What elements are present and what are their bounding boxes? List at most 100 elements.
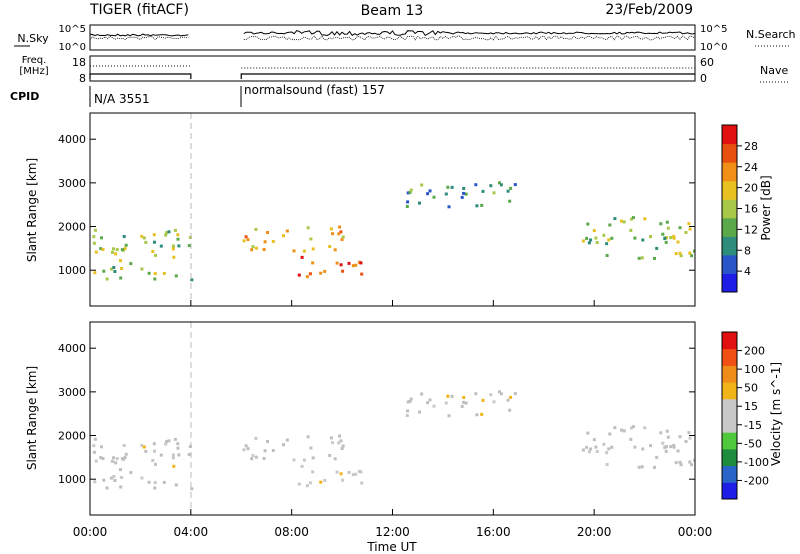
- velocity-cell: [162, 480, 166, 484]
- power-cell: [688, 251, 692, 255]
- velocity-cell: [641, 447, 645, 451]
- colorbar-tick-label: -50: [744, 437, 762, 450]
- velocity-cell: [254, 455, 258, 459]
- velocity-cell: [242, 448, 246, 452]
- power-colorbar: 4 8 12 16 20 24 28 Power [dB]: [721, 124, 773, 293]
- velocity-cell: [331, 441, 334, 445]
- velocity-cell: [678, 460, 682, 464]
- power-cell: [92, 241, 96, 245]
- power-cell: [462, 187, 466, 190]
- nsky-panel: N.Sky 10^5 10^0 10^5 10^0 N.Search: [14, 24, 796, 53]
- power-cell: [159, 244, 163, 248]
- cpid-label: CPID: [10, 90, 39, 103]
- colorbar-segment: [722, 199, 737, 219]
- power-cell: [664, 240, 668, 244]
- power-cell: [629, 217, 633, 221]
- velocity-cell: [119, 485, 123, 489]
- power-cell: [93, 228, 97, 232]
- velocity-cell: [432, 404, 436, 408]
- velocity-cell: [589, 447, 593, 451]
- power-cell: [506, 189, 510, 193]
- power-cell: [418, 201, 421, 205]
- power-cell: [585, 236, 589, 240]
- power-cell: [335, 261, 339, 265]
- power-cell: [177, 244, 181, 248]
- power-cell: [153, 240, 156, 244]
- velocity-cell: [142, 445, 146, 449]
- velocity-cell: [153, 481, 157, 485]
- power-cell: [176, 233, 180, 237]
- velocity-cell: [406, 409, 410, 413]
- velocity-cell: [406, 400, 410, 404]
- colorbar-tick-label: 24: [744, 161, 758, 174]
- power-cell: [360, 272, 364, 276]
- velocity-cell: [481, 398, 485, 402]
- xaxis-label: Time UT: [366, 540, 417, 554]
- freq-unit-label: [MHz]: [19, 66, 48, 77]
- power-cell: [147, 271, 151, 275]
- colorbar-segment: [722, 448, 737, 467]
- power-cell: [331, 232, 334, 236]
- velocity-cell: [418, 410, 421, 414]
- velocity-cell: [631, 425, 635, 429]
- velocity-cell: [92, 450, 96, 454]
- power-cell: [101, 248, 105, 251]
- xtick-label: 04:00: [174, 525, 209, 539]
- xtick-label: 12:00: [375, 525, 410, 539]
- velocity-cell: [613, 426, 617, 430]
- velocity-cell: [633, 445, 637, 449]
- power-cell: [354, 263, 358, 267]
- power-cell: [120, 248, 124, 252]
- power-cell: [271, 240, 275, 243]
- cpid-segment-2: normalsound (fast) 157: [244, 83, 385, 97]
- nsky-tick-bottom: 10^0: [59, 42, 86, 53]
- velocity-cell: [263, 449, 267, 453]
- power-cell: [693, 249, 695, 253]
- colorbar-tick-label: 20: [744, 182, 758, 195]
- velocity-cell: [297, 482, 301, 486]
- power-cell: [113, 270, 117, 273]
- velocity-cell: [420, 392, 424, 396]
- power-cell: [176, 237, 180, 241]
- power-cell: [124, 243, 128, 247]
- velocity-colorbar-label: Velocity [m s^-1]: [769, 362, 783, 466]
- power-cell: [311, 247, 315, 251]
- power-colorbar-label: Power [dB]: [759, 175, 773, 240]
- velocity-cell: [120, 476, 124, 479]
- colorbar-tick-label: 16: [744, 203, 758, 216]
- colorbar-tick-label: 28: [744, 140, 758, 153]
- velocity-cell: [337, 441, 341, 445]
- nave-tick-top: 60: [700, 56, 714, 69]
- power-cell: [359, 261, 363, 265]
- velocity-cell: [462, 400, 466, 404]
- power-cell: [602, 233, 606, 237]
- velocity-cell: [622, 429, 626, 433]
- velocity-cell: [250, 457, 254, 461]
- velocity-cell: [428, 398, 432, 402]
- colorbar-segment: [722, 236, 737, 256]
- velocity-cell: [113, 479, 117, 482]
- velocity-cell: [672, 445, 676, 449]
- date-label: 23/Feb/2009: [605, 2, 693, 18]
- velocity-cell: [480, 412, 484, 416]
- velocity-cell: [408, 399, 412, 403]
- velocity-cell: [659, 431, 663, 435]
- power-cell: [300, 255, 304, 259]
- velocity-cell: [409, 397, 413, 401]
- nsky-tick-top: 10^5: [59, 24, 86, 35]
- velocity-cell: [684, 440, 688, 443]
- velocity-cell: [341, 444, 345, 448]
- ytick-label: 3000: [58, 386, 86, 399]
- power-cell: [665, 220, 669, 224]
- power-cell: [605, 254, 609, 257]
- velocity-cell: [340, 447, 344, 450]
- power-cell: [464, 192, 468, 196]
- velocity-cell: [672, 444, 676, 447]
- power-cell: [171, 247, 175, 251]
- power-cell: [339, 230, 343, 234]
- ytick-label: 1000: [58, 473, 86, 486]
- power-cell: [581, 239, 585, 243]
- colorbar-segment: [722, 382, 737, 400]
- velocity-cell: [171, 456, 175, 460]
- velocity-cell: [509, 395, 513, 399]
